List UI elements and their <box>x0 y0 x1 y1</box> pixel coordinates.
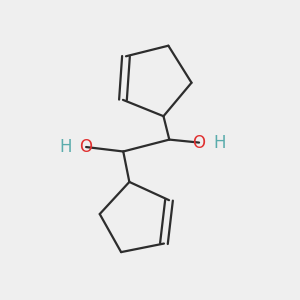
Text: H: H <box>214 134 226 152</box>
Text: O: O <box>193 134 206 152</box>
Text: H: H <box>59 138 71 156</box>
Text: O: O <box>80 138 93 156</box>
